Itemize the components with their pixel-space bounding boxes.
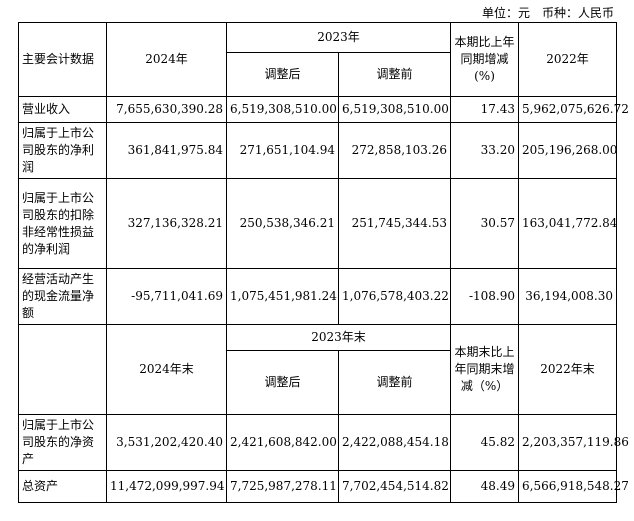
cell-2023-before: 272,858,103.26 [337,122,452,179]
cell-change: 30.57 [450,178,520,269]
header-2024: 2024年 [106,22,227,97]
header-2023-adjusted-after: 调整后 [226,52,339,97]
cell-2022-end: 6,566,918,548.27 [518,470,629,503]
row-label: 总资产 [18,470,107,503]
row-label: 归属于上市公司股东的扣除非经常性损益的净利润 [18,178,107,269]
header-change-pct-end: 本期末比上年同期末增减（%） [450,324,520,415]
cell-2022: 36,194,008.30 [518,268,618,325]
financial-data-table: 主要会计数据 2024年 2023年 本期比上年同期增减(%) 2022年 调整… [18,22,629,503]
blank-header-cell [18,324,107,415]
header-2023-adjusted-before: 调整前 [337,52,452,97]
row-label: 归属于上市公司股东的净利润 [18,122,107,179]
cell-2024-end: 11,472,099,997.94 [106,470,227,503]
cell-2023-end-after: 7,725,987,278.11 [226,470,339,503]
table-row: 营业收入 7,655,630,390.28 6,519,308,510.00 6… [18,96,629,123]
cell-change: 17.43 [450,96,520,123]
table-row: 归属于上市公司股东的扣除非经常性损益的净利润 327,136,328.21 25… [18,178,617,269]
cell-2022: 163,041,772.84 [518,178,617,269]
table-row: 总资产 11,472,099,997.94 7,725,987,278.11 7… [18,470,629,503]
header-2024-end: 2024年末 [106,324,227,415]
header-change-pct: 本期比上年同期增减(%) [450,22,520,97]
row-label: 归属于上市公司股东的净资产 [18,414,107,471]
cell-2024: -95,711,041.69 [106,268,227,325]
header-2022-end: 2022年末 [518,324,618,415]
cell-change: 48.49 [450,470,520,503]
cell-2022-end: 2,203,357,119.86 [518,414,629,471]
unit-currency-note: 单位：元 币种：人民币 [481,6,614,20]
cell-2023-end-before: 2,422,088,454.18 [337,414,452,471]
cell-2023-after: 6,519,308,510.00 [226,96,339,123]
cell-change: -108.90 [450,268,520,325]
cell-2023-before: 251,745,344.53 [337,178,452,269]
table-row: 经营活动产生的现金流量净额 -95,711,041.69 1,075,451,9… [18,268,618,325]
header-2023-end-adjusted-before: 调整前 [337,350,452,415]
cell-2024-end: 3,531,202,420.40 [106,414,227,471]
cell-2024: 327,136,328.21 [106,178,227,269]
cell-change: 45.82 [450,414,520,471]
table-row: 归属于上市公司股东的净利润 361,841,975.84 271,651,104… [18,122,617,179]
cell-2023-after: 250,538,346.21 [226,178,339,269]
header-2023: 2023年 [225,22,452,53]
cell-change: 33.20 [450,122,520,179]
cell-2023-after: 271,651,104.94 [226,122,339,179]
table-row: 归属于上市公司股东的净资产 3,531,202,420.40 2,421,608… [18,414,629,471]
cell-2023-after: 1,075,451,981.24 [226,268,339,325]
cell-2022: 5,962,075,626.72 [518,96,629,123]
cell-2023-before: 6,519,308,510.00 [337,96,452,123]
cell-2023-end-after: 2,421,608,842.00 [226,414,339,471]
header-2022: 2022年 [518,22,618,97]
cell-2022: 205,196,268.00 [518,122,617,179]
header-2023-end: 2023年末 [225,324,452,351]
cell-2023-before: 1,076,578,403.22 [337,268,452,325]
cell-2024: 7,655,630,390.28 [106,96,227,123]
cell-2023-end-before: 7,702,454,514.82 [337,470,452,503]
row-label: 营业收入 [18,96,107,123]
header-main-indicator: 主要会计数据 [18,22,107,97]
cell-2024: 361,841,975.84 [106,122,227,179]
header-2023-end-adjusted-after: 调整后 [226,350,339,415]
row-label: 经营活动产生的现金流量净额 [18,268,107,325]
